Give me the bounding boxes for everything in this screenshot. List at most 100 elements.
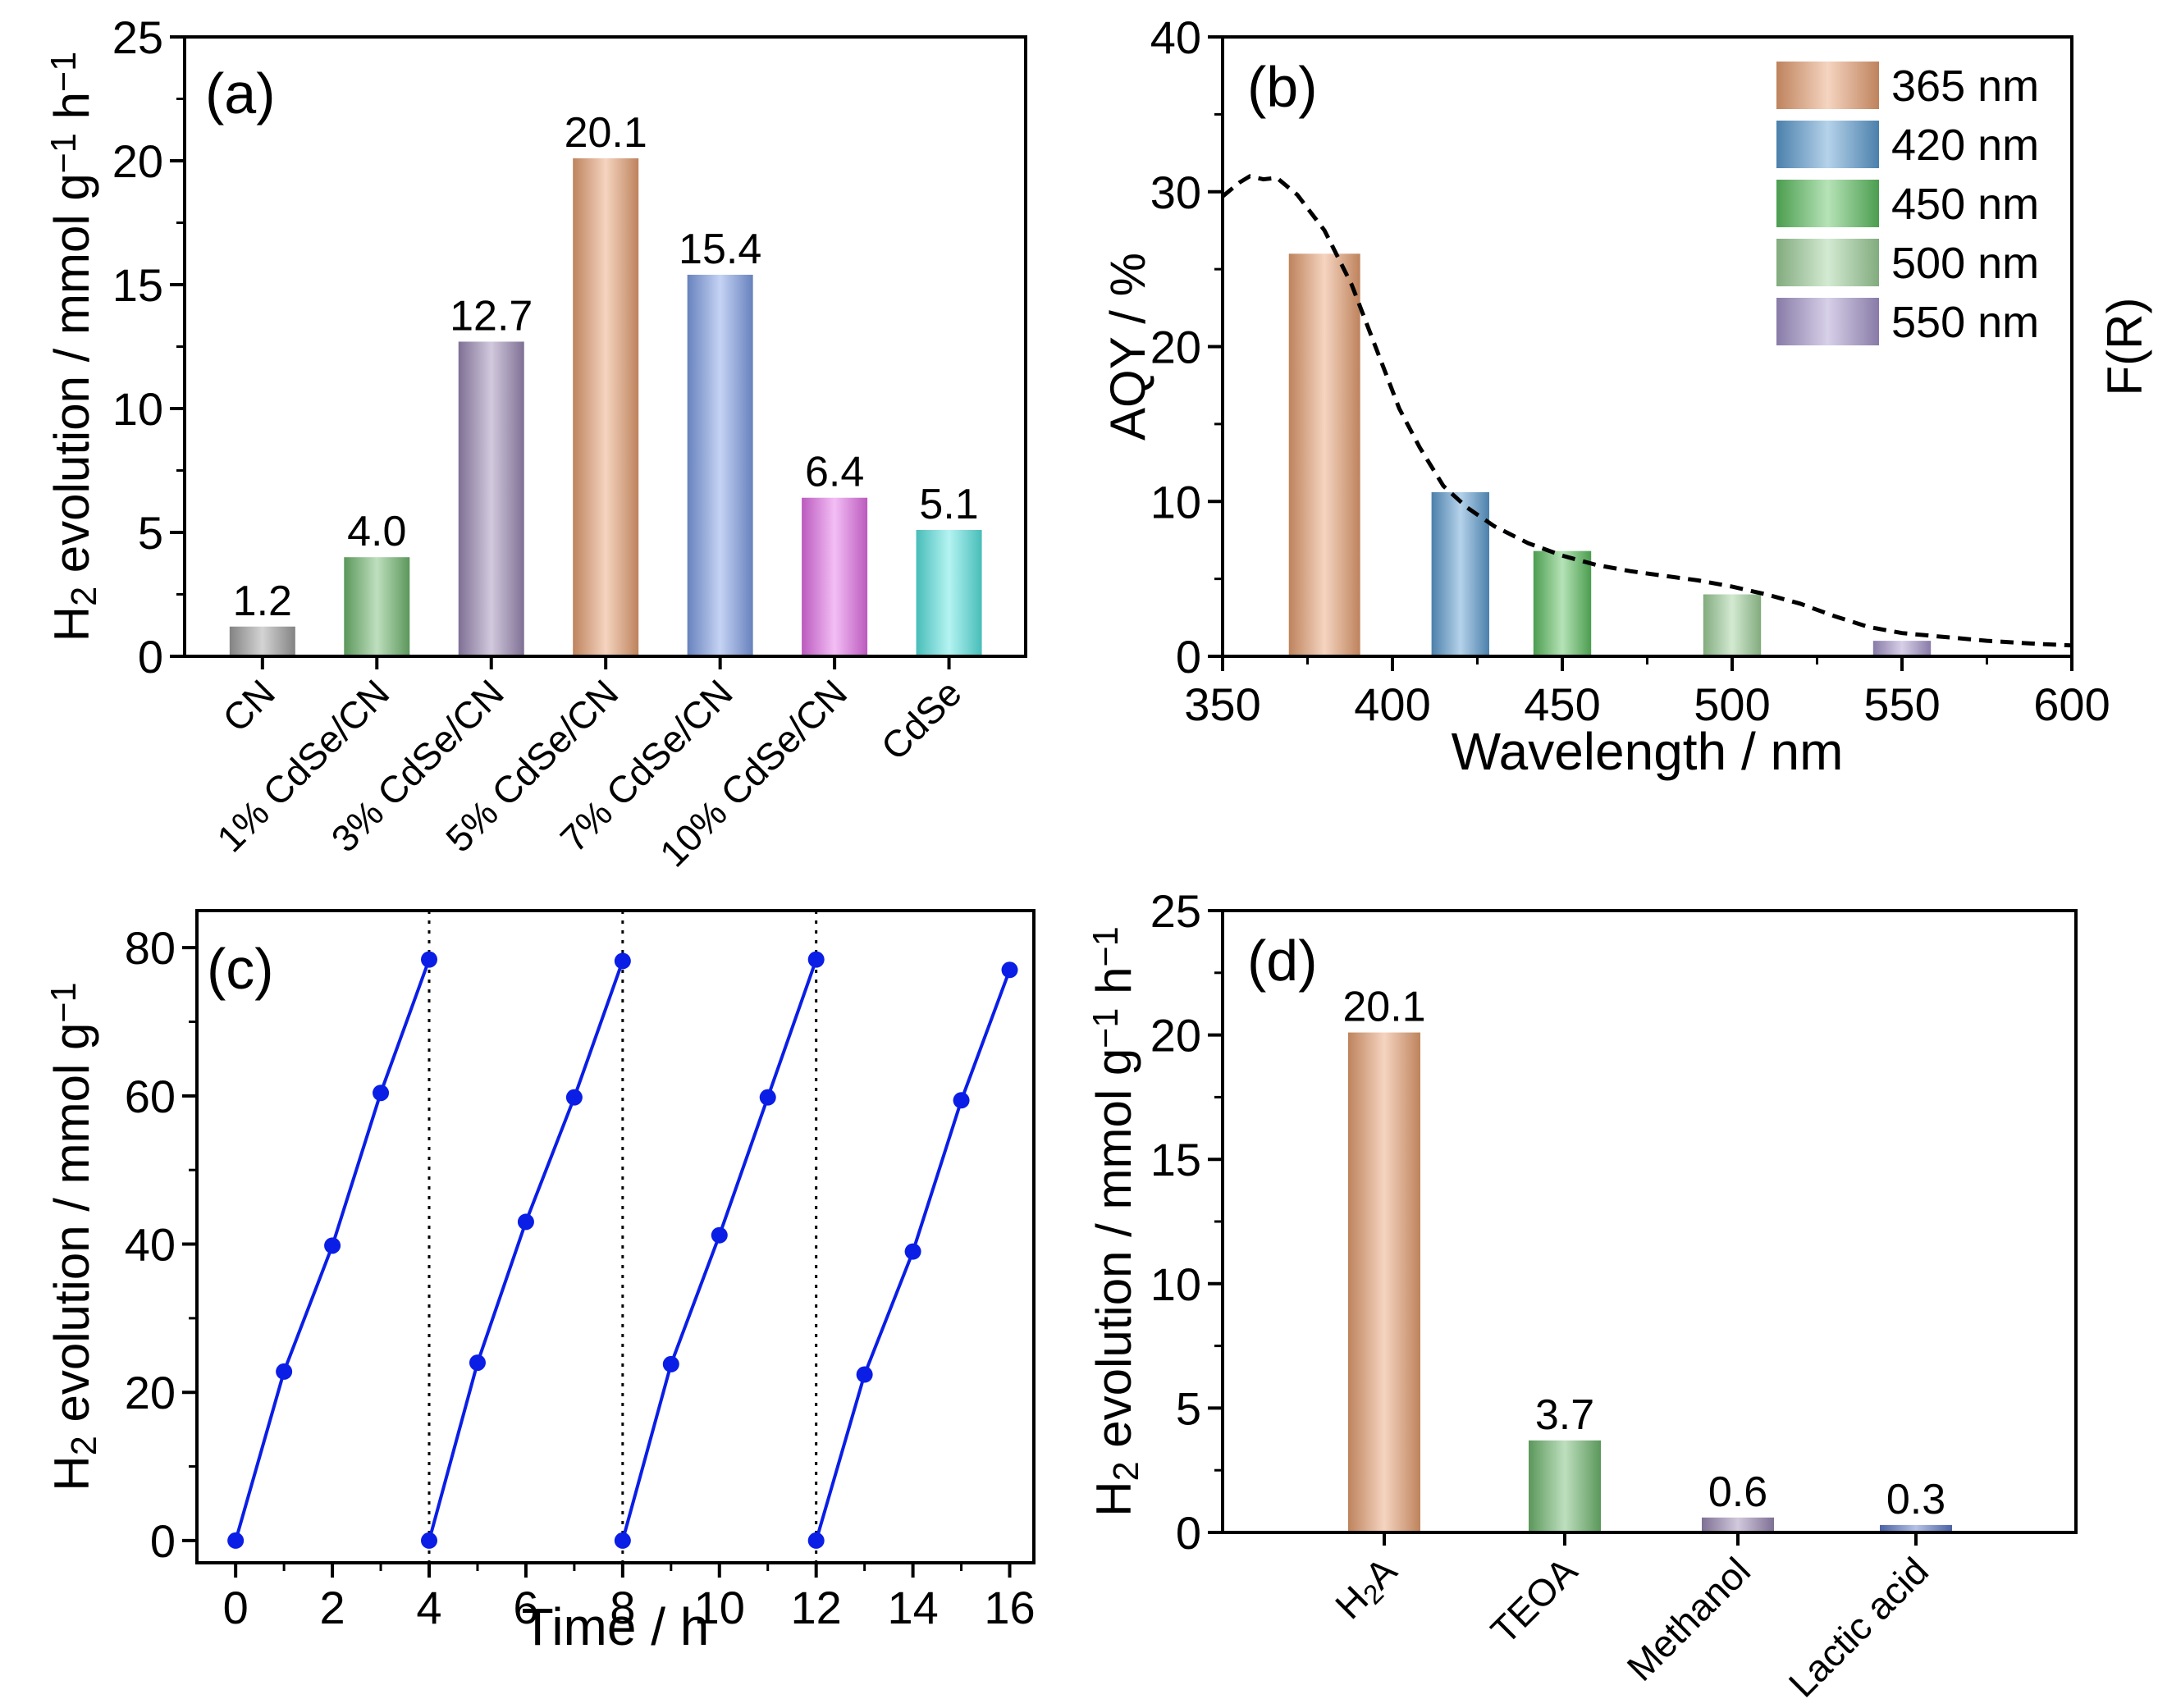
right-axis-title: F(R) bbox=[2097, 298, 2152, 396]
panel-label: (c) bbox=[207, 937, 274, 1001]
category-label: Methanol bbox=[1618, 1549, 1758, 1689]
bar-2 bbox=[458, 341, 524, 656]
aqy-bar-1 bbox=[1431, 491, 1489, 656]
category-label: Lactic acid bbox=[1781, 1549, 1936, 1705]
data-point bbox=[904, 1243, 921, 1260]
a-ytick-label: 20 bbox=[112, 135, 163, 187]
bar-1 bbox=[344, 557, 410, 656]
data-point bbox=[373, 1085, 390, 1102]
d-ytick-label: 15 bbox=[1150, 1134, 1201, 1185]
bar-value-label: 4.0 bbox=[347, 508, 406, 555]
d-ytick-label: 25 bbox=[1150, 885, 1201, 937]
plot-frame bbox=[195, 909, 1036, 1564]
b-xtick-label: 450 bbox=[1524, 678, 1600, 730]
bar-value-label: 0.6 bbox=[1708, 1468, 1767, 1516]
legend-swatch-2 bbox=[1776, 180, 1879, 227]
data-point bbox=[759, 1089, 776, 1106]
series-line-2 bbox=[620, 958, 818, 1541]
data-point bbox=[421, 1532, 438, 1549]
legend-swatch-0 bbox=[1776, 62, 1879, 109]
bar-value-label: 3.7 bbox=[1535, 1391, 1594, 1439]
legend-swatch-1 bbox=[1776, 121, 1879, 168]
bar-value-label: 12.7 bbox=[450, 292, 533, 340]
c-ytick-label: 40 bbox=[125, 1219, 176, 1271]
c-xtick-label: 12 bbox=[791, 1582, 842, 1633]
x-axis-title: Wavelength / nm bbox=[1452, 722, 1844, 781]
a-ytick-label: 0 bbox=[138, 631, 163, 683]
legend-label: 550 nm bbox=[1891, 298, 2039, 347]
panel-label: (d) bbox=[1247, 929, 1318, 993]
data-point bbox=[276, 1363, 293, 1380]
c-ytick-label: 20 bbox=[125, 1367, 176, 1418]
b-xtick-label: 550 bbox=[1863, 678, 1940, 730]
c-ytick-label: 0 bbox=[150, 1515, 176, 1567]
legend-label: 420 nm bbox=[1891, 121, 2039, 170]
bar-value-label: 20.1 bbox=[1342, 984, 1425, 1031]
y-axis-title: AQY / % bbox=[1100, 253, 1155, 441]
data-point bbox=[614, 1532, 631, 1549]
b-ytick-label: 40 bbox=[1150, 11, 1201, 63]
data-point bbox=[324, 1237, 341, 1254]
c-xtick-label: 2 bbox=[320, 1582, 345, 1633]
y-axis-title: H2 evolution / mmol g−1 h−1 bbox=[1086, 926, 1147, 1516]
data-point bbox=[517, 1213, 534, 1231]
legend-swatch-4 bbox=[1776, 298, 1879, 345]
c-xtick-label: 6 bbox=[513, 1582, 538, 1633]
x-axis-title: Time / h bbox=[522, 1597, 710, 1656]
c-xtick-label: 16 bbox=[984, 1582, 1035, 1633]
bar-0 bbox=[1348, 1032, 1420, 1532]
b-ytick-label: 30 bbox=[1150, 167, 1201, 218]
bar-value-label: 5.1 bbox=[919, 481, 978, 528]
category-label: CdSe bbox=[872, 671, 969, 768]
aqy-bar-3 bbox=[1703, 594, 1762, 656]
panel-label: (a) bbox=[205, 62, 276, 126]
legend: 365 nm 420 nm 450 nm 500 nm 550 nm bbox=[1776, 62, 2039, 347]
aqy-bar-0 bbox=[1288, 253, 1360, 656]
c-xtick-label: 10 bbox=[694, 1582, 745, 1633]
bar-6 bbox=[916, 529, 982, 656]
data-point bbox=[856, 1366, 873, 1383]
data-point bbox=[565, 1089, 583, 1106]
aqy-bar-2 bbox=[1533, 550, 1592, 656]
legend-label: 500 nm bbox=[1891, 239, 2039, 288]
d-ytick-label: 20 bbox=[1150, 1010, 1201, 1062]
b-xtick-label: 500 bbox=[1694, 678, 1770, 730]
b-xtick-label: 600 bbox=[2033, 678, 2110, 730]
bar-1 bbox=[1529, 1440, 1601, 1532]
legend-label: 450 nm bbox=[1891, 180, 2039, 229]
bar-3 bbox=[1880, 1524, 1952, 1532]
legend-label: 365 nm bbox=[1891, 62, 2039, 111]
b-ytick-label: 0 bbox=[1176, 631, 1201, 683]
data-point bbox=[711, 1226, 728, 1244]
panel-c-cycling-chart: 0 2 4 6 8 10 12 14 16 0 20 40 60 80 (c) Time / h H2 evol… bbox=[44, 909, 1036, 1656]
y-axis-title: H2 evolution / mmol g−1 h−1 bbox=[44, 52, 105, 642]
d-ytick-label: 5 bbox=[1176, 1382, 1201, 1434]
c-ytick-label: 60 bbox=[125, 1071, 176, 1122]
b-ytick-label: 10 bbox=[1150, 476, 1201, 527]
panel-d-sacrificial-agent-chart: 20.1 H2A 3.7 TEOA 0.6 Methanol 0.3 Lactic acid 0… bbox=[1086, 885, 2078, 1706]
data-point bbox=[807, 951, 825, 968]
bar-5 bbox=[802, 497, 868, 656]
bar-value-label: 6.4 bbox=[805, 449, 864, 496]
bar-2 bbox=[1702, 1517, 1774, 1532]
data-point bbox=[614, 952, 631, 970]
bar-value-label: 15.4 bbox=[679, 226, 761, 273]
data-point bbox=[662, 1355, 679, 1372]
data-point bbox=[953, 1092, 970, 1109]
bar-value-label: 20.1 bbox=[565, 109, 647, 157]
bar-value-label: 1.2 bbox=[233, 578, 292, 625]
category-label: H2A bbox=[1327, 1549, 1408, 1630]
c-xtick-label: 0 bbox=[223, 1582, 249, 1633]
d-ytick-label: 10 bbox=[1150, 1258, 1201, 1310]
plot-frame bbox=[1221, 35, 2073, 658]
bar-4 bbox=[687, 274, 753, 656]
data-point bbox=[469, 1354, 486, 1372]
data-point bbox=[421, 951, 438, 968]
a-ytick-label: 15 bbox=[112, 259, 163, 311]
c-xtick-label: 4 bbox=[416, 1582, 441, 1633]
panel-b-aqy-chart: 350 400 450 500 550 600 0 10 20 30 40 (b) Wavelength… bbox=[1100, 11, 2152, 781]
d-ytick-label: 0 bbox=[1176, 1507, 1201, 1559]
plot-frame bbox=[1221, 909, 2078, 1534]
c-xtick-label: 14 bbox=[887, 1582, 938, 1633]
